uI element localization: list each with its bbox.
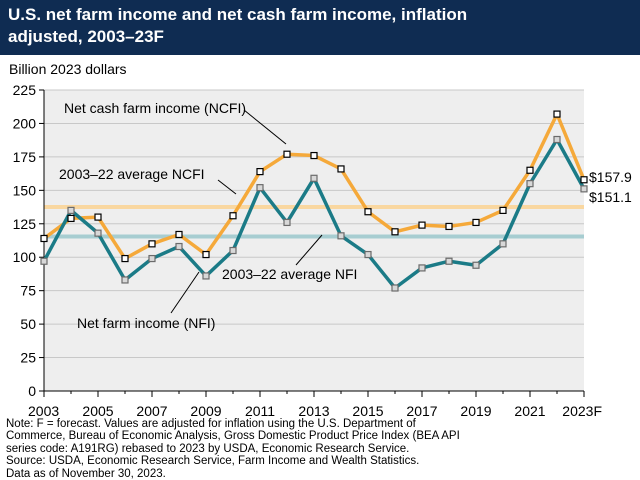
nfi-point <box>472 261 480 269</box>
y-tick-label: 25 <box>20 350 36 366</box>
ncfi-point <box>256 168 264 176</box>
nfi-point <box>175 242 183 251</box>
ncfi-point <box>391 228 399 236</box>
ncfi-point <box>310 151 318 160</box>
y-tick-label: 225 <box>13 82 37 98</box>
ncfi-avg-label-leader <box>217 179 237 195</box>
ncfi-point <box>580 176 588 184</box>
ncfi-point <box>229 212 237 220</box>
nfi-end-value-label: $151.1 <box>589 189 632 205</box>
x-tick-label: 2007 <box>136 403 167 418</box>
nfi-point <box>580 185 588 193</box>
nfi-point <box>337 232 345 240</box>
ncfi-point <box>121 254 129 263</box>
footnote-line-5: Data as of November 30, 2023. <box>6 467 166 480</box>
nfi-series-label: Net farm income (NFI) <box>77 315 215 331</box>
nfi-point <box>229 246 237 255</box>
ncfi-average-label: 2003–22 average NCFI <box>59 166 205 182</box>
y-axis-unit-label: Billion 2023 dollars <box>9 61 127 77</box>
nfi-point <box>391 284 399 292</box>
nfi-point <box>283 218 291 227</box>
ncfi-end-value-label: $157.9 <box>589 169 632 185</box>
ncfi-point <box>499 206 507 214</box>
ncfi-label-leader <box>243 109 287 145</box>
x-tick-label: 2003 <box>28 403 59 418</box>
plot-background <box>44 90 584 391</box>
ncfi-point <box>364 208 372 216</box>
nfi-avg-label-leader <box>295 234 323 266</box>
ncfi-point <box>337 165 345 173</box>
x-tick-label: 2021 <box>514 403 545 418</box>
y-tick-label: 200 <box>13 115 37 131</box>
nfi-point <box>499 240 507 248</box>
axes: 0 25 50 75 100 125 150 175 200 225 2003 2005 2007 200… <box>13 82 602 418</box>
series-markers <box>40 110 588 292</box>
y-tick-label: 50 <box>20 316 36 332</box>
nfi-point <box>445 257 453 265</box>
nfi-point <box>67 206 75 214</box>
nfi-point <box>310 174 318 182</box>
footnote-line-4: Source: USDA, Economic Research Service,… <box>6 455 420 468</box>
nfi-point <box>148 254 156 263</box>
y-tick-label: 75 <box>20 283 36 299</box>
ncfi-point <box>526 166 534 174</box>
x-tick-label: 2005 <box>82 403 113 418</box>
nfi-point <box>202 272 210 280</box>
nfi-point <box>121 276 129 284</box>
footnote: Note: F = forecast. Values are adjusted … <box>6 418 636 480</box>
ncfi-series-label: Net cash farm income (NCFI) <box>64 100 246 116</box>
ncfi-point <box>40 234 48 243</box>
ncfi-point <box>445 222 453 231</box>
ncfi-point <box>553 110 561 118</box>
ncfi-point <box>175 230 183 239</box>
ncfi-point <box>94 213 102 221</box>
x-tick-label: 2023F <box>562 403 602 418</box>
ncfi-point <box>283 150 291 158</box>
annotations: Net cash farm income (NCFI) 2003–22 aver… <box>59 100 632 331</box>
nfi-average-label: 2003–22 average NFI <box>222 266 357 282</box>
chart-title-line-2: adjusted, 2003–23F <box>8 27 164 46</box>
y-tick-label: 125 <box>13 216 37 232</box>
nfi-point <box>40 257 48 265</box>
nfi-point <box>526 180 534 188</box>
line-chart: 0 25 50 75 100 125 150 175 200 225 2003 2005 2007 200… <box>13 82 632 418</box>
ncfi-point <box>472 218 480 227</box>
y-tick-label: 150 <box>13 182 37 198</box>
footnote-line-2: Commerce, Bureau of Economic Analysis, G… <box>6 430 460 443</box>
x-tick-label: 2011 <box>245 403 275 418</box>
nfi-point <box>418 264 426 272</box>
x-tick-label: 2019 <box>460 403 491 418</box>
ncfi-point <box>67 214 75 223</box>
y-tick-label: 0 <box>28 383 36 399</box>
x-tick-label: 2015 <box>352 403 383 418</box>
gridlines <box>44 89 584 359</box>
nfi-point <box>256 184 264 192</box>
x-tick-label: 2013 <box>298 403 329 418</box>
chart-title: U.S. net farm income and net cash farm i… <box>8 4 608 48</box>
y-tick-label: 100 <box>13 249 37 265</box>
ncfi-point <box>148 240 156 248</box>
footnote-line-1: Note: F = forecast. Values are adjusted … <box>6 418 416 430</box>
x-tick-label: 2017 <box>406 403 437 418</box>
ncfi-point <box>418 221 426 229</box>
title-banner: U.S. net farm income and net cash farm i… <box>0 0 640 55</box>
x-tick-label: 2009 <box>190 403 221 418</box>
ncfi-point <box>202 250 210 259</box>
average-reference-lines <box>44 205 584 239</box>
nfi-point <box>364 250 372 259</box>
nfi-point <box>553 135 561 144</box>
y-tick-label: 175 <box>13 149 37 165</box>
nfi-label-leader <box>170 271 200 314</box>
chart-title-line-1: U.S. net farm income and net cash farm i… <box>8 5 468 24</box>
nfi-point <box>94 229 102 237</box>
footnote-line-3: series code: A191RG) rebased to 2023 by … <box>6 442 410 455</box>
